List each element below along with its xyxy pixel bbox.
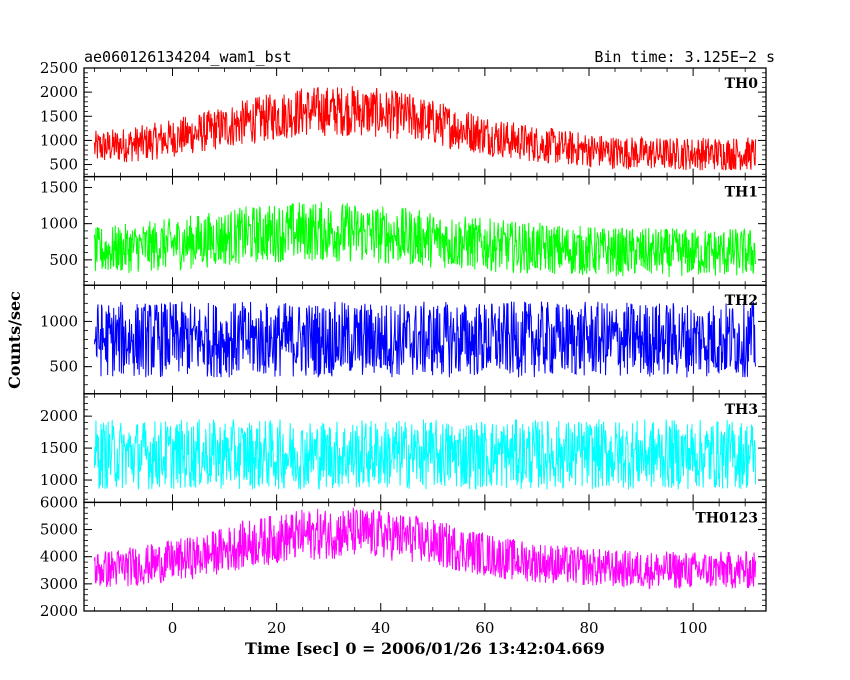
y-tick-label: 500 xyxy=(49,156,78,174)
y-tick-label: 5000 xyxy=(40,521,78,539)
y-tick-label: 4000 xyxy=(40,548,78,566)
y-tick-label: 1500 xyxy=(40,107,78,125)
header-bin-time: Bin time: 3.125E−2 s xyxy=(594,48,775,66)
y-tick-label: 500 xyxy=(49,251,78,269)
y-tick-label: 2500 xyxy=(40,59,78,77)
panel-label-th2: TH2 xyxy=(725,293,758,309)
x-axis-label: Time [sec] 0 = 2006/01/26 13:42:04.669 xyxy=(245,639,605,658)
x-tick-label: 20 xyxy=(267,619,286,637)
y-tick-label: 2000 xyxy=(40,602,78,620)
y-tick-label: 1000 xyxy=(40,312,78,330)
header-left-title: ae060126134204_wam1_bst xyxy=(84,48,292,66)
y-tick-label: 2000 xyxy=(40,407,78,425)
panel-th2: 500 1000 TH2 xyxy=(40,284,767,395)
panel-label-th1: TH1 xyxy=(725,185,758,201)
y-axis-label: Counts/sec xyxy=(5,291,24,389)
y-tick-label: 1000 xyxy=(40,471,78,489)
x-tick-label: 80 xyxy=(579,619,598,637)
light-curve-th3 xyxy=(93,419,757,490)
panel-th1: 500 1000 1500 TH1 xyxy=(40,175,767,286)
y-tick-label: 1500 xyxy=(40,439,78,457)
x-tick-label: 60 xyxy=(475,619,494,637)
light-curve-th0 xyxy=(93,86,757,171)
panel-label-th3: TH3 xyxy=(725,402,758,418)
x-axis: 0 20 40 60 80 100 xyxy=(168,619,708,637)
panel-label-th0: TH0 xyxy=(725,76,759,92)
x-tick-label: 100 xyxy=(679,619,708,637)
light-curve-th2 xyxy=(93,301,757,378)
panel-th3: 1000 1500 2000 TH3 xyxy=(40,393,767,504)
panels: 500 1000 1500 2000 2500 TH0 500 1000 1500 TH1 500 1… xyxy=(40,59,767,620)
y-tick-label: 1000 xyxy=(40,215,78,233)
panel-th0: 500 1000 1500 2000 2500 TH0 xyxy=(40,59,767,178)
y-tick-label: 1500 xyxy=(40,178,78,196)
panel-th0123: 2000 3000 4000 5000 6000 TH0123 xyxy=(40,493,767,620)
y-tick-label: 2000 xyxy=(40,83,78,101)
y-tick-label: 500 xyxy=(49,358,78,376)
y-tick-label: 3000 xyxy=(40,575,78,593)
light-curve-th1 xyxy=(93,201,757,278)
x-tick-label: 0 xyxy=(168,619,178,637)
y-tick-label: 1000 xyxy=(40,131,78,149)
light-curve-th0123 xyxy=(93,507,757,590)
panel-label-th0123: TH0123 xyxy=(695,510,758,526)
x-tick-label: 40 xyxy=(371,619,390,637)
y-tick-label: 6000 xyxy=(40,493,78,511)
